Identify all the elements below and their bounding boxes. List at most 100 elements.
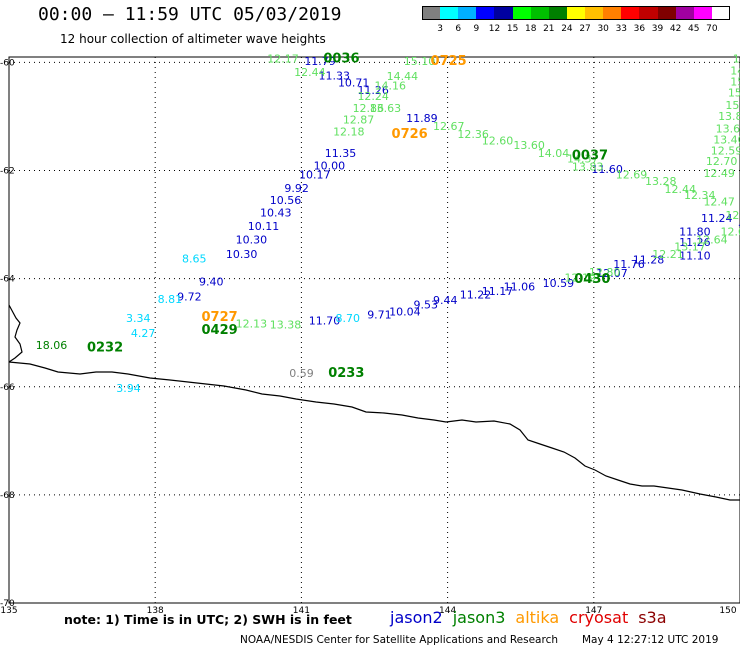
jason2-value: 9.71: [367, 309, 392, 322]
scale-label: 9: [473, 24, 480, 34]
scale-label: 45: [688, 24, 700, 34]
pass-time-label: 0232: [87, 341, 123, 356]
jason2-value: 11.10: [679, 250, 711, 263]
jason2-value: 9.72: [177, 290, 202, 303]
jason3-value: 12.13: [236, 317, 267, 330]
scale-label: 18: [524, 24, 537, 34]
scale-swatch: [585, 6, 604, 20]
scale-label: 39: [651, 24, 664, 34]
jason3-value: 15.89: [728, 86, 740, 99]
jason3-value: 12.80: [589, 266, 621, 279]
jason3-value: 12.44: [294, 66, 326, 79]
low-swh-value: 4.27: [131, 327, 156, 340]
jason3-value: 13.38: [270, 318, 302, 331]
jason3-value: 13.17: [674, 241, 706, 254]
pass-time-label: 0725: [431, 54, 467, 69]
jason3-value: 12.18: [333, 125, 365, 138]
jason2-value: 12.07: [596, 267, 628, 280]
jason2-value: 11.22: [460, 289, 492, 302]
low-swh-value: 3.34: [126, 312, 150, 325]
gray-value: 0.59: [289, 367, 314, 380]
pass-time-label: 0036: [323, 51, 359, 66]
antarctic-coastline: [8, 304, 740, 501]
pass-time-label: 0429: [201, 323, 237, 338]
jason2-value: 11.24: [701, 212, 733, 225]
jason2-value: 10.11: [248, 220, 280, 233]
scale-swatch: [693, 6, 712, 20]
jason3-value: 14.60: [730, 64, 740, 77]
jason3-value: 12.34: [684, 189, 716, 202]
jason2-value: 11.60: [591, 163, 623, 176]
lon-tick-label: 147: [585, 606, 602, 616]
jason3-value: 12.44: [664, 183, 696, 196]
jason2-value: 11.26: [679, 236, 711, 249]
jason3-value: 15.63: [725, 99, 740, 112]
low-swh-value: 8.81: [158, 293, 183, 306]
jason3-value: 12.24: [357, 90, 389, 103]
jason2-value: 11.35: [325, 147, 357, 160]
page-title: 00:00 – 11:59 UTC 05/03/2019: [38, 4, 342, 25]
lon-tick-label: 150: [719, 606, 736, 616]
jason3-value: 12.7: [725, 209, 740, 222]
scale-swatch: [711, 6, 730, 20]
jason3-value: 13.60: [513, 139, 545, 152]
scale-label: 6: [455, 24, 462, 34]
satellite-legend-s3a: s3a: [638, 608, 667, 627]
scale-swatch: [512, 6, 531, 20]
pass-time-label: 0727: [201, 310, 237, 325]
lon-tick-label: 144: [439, 606, 456, 616]
jason2-value: 11.89: [406, 112, 438, 125]
scale-swatch: [548, 6, 567, 20]
scale-label: 30: [597, 24, 609, 34]
scale-swatch: [422, 6, 441, 20]
jason3-value: 12.59: [711, 144, 740, 157]
lat-tick-label: -70: [0, 599, 15, 609]
jason3-value: 14.04: [538, 147, 570, 160]
lon-tick-label: 141: [293, 606, 310, 616]
map-frame: [8, 56, 740, 604]
graticule: 135 138 141 144 147 150 -60 -62 -64 -66 -68 -70: [0, 57, 740, 616]
satellite-legend-cryosat: cryosat: [569, 608, 629, 627]
scale-swatch: [603, 6, 622, 20]
satellite-legend-jason3: jason3: [452, 608, 506, 627]
jason2-value: 10.17: [299, 169, 331, 182]
jason2-value: 11.17: [482, 285, 514, 298]
lat-tick-label: -60: [0, 58, 15, 68]
low-swh-value: 8.70: [336, 312, 361, 325]
scale-swatch: [458, 6, 477, 20]
jason3-value: 12.60: [482, 135, 514, 148]
jason3-value: 14.37: [567, 152, 599, 165]
jason2-value: 9.40: [199, 276, 224, 289]
scale-label: 3: [437, 24, 443, 34]
jason3-value: 12.86: [353, 102, 385, 115]
pass-time-label: 0233: [328, 366, 364, 381]
lat-tick-label: -64: [0, 275, 15, 285]
scale-swatch: [566, 6, 586, 20]
scale-swatch: [494, 6, 513, 20]
scale-swatch: [639, 6, 658, 20]
pass-time-label: 0430: [574, 272, 610, 287]
jason2-value: 9.44: [433, 294, 458, 307]
pass-time-label: 0037: [572, 149, 608, 164]
jason3-value: 13.60: [716, 123, 740, 136]
low-swh-value: 3.94: [116, 382, 141, 395]
jason2-value: 10.71: [338, 77, 370, 90]
jason2-value: 9.92: [284, 182, 309, 195]
satellite-legend-jason2: jason2: [390, 608, 443, 627]
low-swh-value: 8.65: [182, 252, 207, 265]
scale-swatch: [675, 6, 694, 20]
wave-height-labels: 11.7911.3310.7111.2611.8911.3510.0010.17…: [36, 52, 740, 395]
lat-tick-label: -66: [0, 383, 15, 393]
jason2-value: 10.04: [389, 305, 421, 318]
scale-label: 12: [488, 24, 501, 34]
jason3-value: 12.17: [267, 52, 299, 65]
jason2-value: 11.79: [304, 55, 336, 68]
jason3-value: 13.83: [572, 161, 604, 174]
pass-time-label: 0726: [392, 127, 428, 142]
jason3-value: 12.87: [343, 113, 375, 126]
scale-label: 24: [561, 24, 573, 34]
lat-tick-label: -62: [0, 167, 15, 177]
jason3-value: 12.06: [721, 225, 740, 238]
jason3-value: 14.44: [387, 70, 419, 83]
